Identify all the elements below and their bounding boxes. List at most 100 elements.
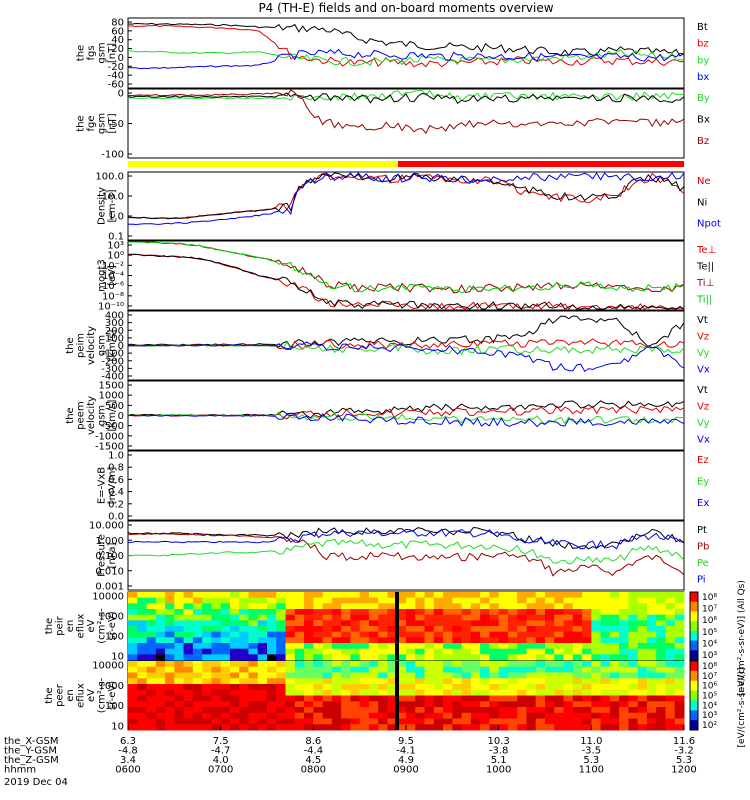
spectrogram-cell [165,661,175,668]
spectrogram-cell [480,666,490,673]
spectrogram-cell [498,603,509,610]
spectrogram-cell [452,689,463,696]
spectrogram-cell [387,666,398,673]
spectrogram-cell [517,614,527,621]
y-axis-label: gsm [97,42,108,63]
spectrogram-cell [359,701,370,708]
y-axis-label: [mV/m] [107,467,118,505]
spectrogram-cell [192,597,203,604]
legend-entry: Pe [697,558,709,569]
spectrogram-cell [146,626,157,633]
spectrogram-cell [257,592,268,599]
spectrogram-cell [656,614,666,621]
spectrogram-cell [174,643,185,650]
spectrogram-cell [656,712,666,719]
spectrogram-cell [350,724,361,731]
spectrogram-cell [637,718,648,725]
spectrogram-cell [202,712,212,719]
spectrogram-cell [433,597,444,604]
spectrogram-cell [239,626,249,633]
spectrogram-cell [248,724,259,731]
series-line-Te|| [127,253,685,310]
spectrogram-cell [674,695,685,702]
spectrogram-cell [628,666,639,673]
spectrogram-cell [248,678,259,685]
spectrogram-cell [600,614,611,621]
spectrogram-cell [322,626,333,633]
spectrogram-cell [313,631,324,638]
ephemeris-value: 3.4 [120,755,136,766]
spectrogram-cell [304,631,314,638]
spectrogram-cell [313,684,324,691]
spectrogram-cell [424,620,435,627]
spectrogram-cell [285,689,296,696]
spectrogram-cell [600,609,611,616]
y-tick-label: 0 [118,53,124,64]
spectrogram-cell [211,648,222,655]
y-tick-label: 10³ [107,241,124,252]
spectrogram-cell [211,707,222,714]
spectrogram-cell [637,643,648,650]
spectrogram-cell [229,661,240,668]
spectrogram-cell [304,592,314,599]
ephemeris-value: 1000 [486,765,511,776]
spectrogram-cell [211,684,222,691]
spectrogram-cell [239,648,249,655]
spectrogram-cell [202,689,212,696]
spectrogram-cell [359,614,370,621]
y-tick-label: 0.4 [108,487,124,498]
spectrogram-cell [322,724,333,731]
spectrogram-cell [174,626,185,633]
spectrogram-cell [591,695,602,702]
y-tick-label: 1000 [99,391,124,402]
spectrogram-cell [628,620,639,627]
spectrogram-cell [563,654,574,661]
spectrogram-cell [220,648,231,655]
y-tick-label: 0.010 [95,566,124,577]
spectrogram-cell [192,712,203,719]
spectrogram-cell [128,609,138,616]
spectrogram-cell [480,695,490,702]
spectrogram-cell [433,648,444,655]
spectrogram-cell [665,695,676,702]
spectrogram-cell [202,724,212,731]
spectrogram-cell [582,666,592,673]
y-tick-label: -20 [108,62,124,73]
spectrogram-cell [517,631,527,638]
spectrogram-cell [322,609,333,616]
spectrogram-cell [368,672,379,679]
spectrogram-cell [443,695,453,702]
spectrogram-cell [229,724,240,731]
spectrogram-cell [656,672,666,679]
spectrogram-cell [433,707,444,714]
colorbar-segment [690,611,698,622]
spectrogram-cell [628,672,639,679]
spectrogram-cell [517,592,527,599]
ephemeris-row-label: hhmm [4,765,36,776]
spectrogram-cell [174,724,185,731]
ephemeris-row-label: the_Y-GSM [4,746,57,757]
spectrogram-cell [674,707,685,714]
spectrogram-cell [165,707,175,714]
spectrogram-cell [285,712,296,719]
spectrogram-cell [174,695,185,702]
spectrogram-cell [313,637,324,644]
ephemeris-value: 9.5 [398,736,414,747]
spectrogram-cell [489,684,500,691]
panel-frame [127,450,685,521]
spectrogram-cell [368,648,379,655]
spectrogram-cell [276,661,287,668]
spectrogram-cell [387,603,398,610]
spectrogram-cell [183,648,194,655]
spectrogram-cell [378,620,388,627]
spectrogram-cell [572,718,583,725]
series-line-bz [127,24,684,68]
spectrogram-cell [406,626,416,633]
spectrogram-cell [545,626,555,633]
spectrogram-cell [257,701,268,708]
spectrogram-cell [591,689,602,696]
spectrogram-cell [628,654,639,661]
spectrogram-cell [331,689,342,696]
spectrogram-cell [368,666,379,673]
spectrogram-cell [646,620,657,627]
